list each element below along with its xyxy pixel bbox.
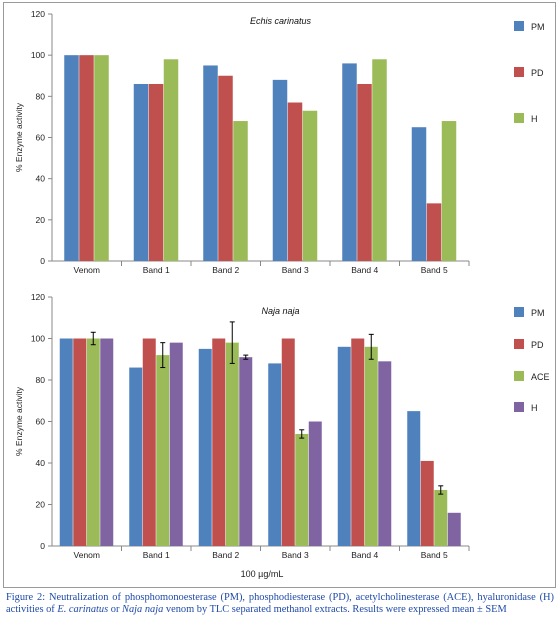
bar-h (239, 357, 253, 546)
y-tick-label: 80 (36, 375, 46, 385)
x-category-label: Band 1 (143, 550, 170, 560)
caption-prefix: Figure 2: Neutralization of phosphomonoe… (6, 592, 554, 616)
bar-pd (212, 338, 226, 546)
bar-pm (203, 65, 218, 261)
bar-pm (407, 411, 421, 546)
legend-swatch-pd (514, 67, 524, 77)
bar-pd (351, 338, 365, 546)
bar-ace (225, 342, 239, 546)
bar-pd (218, 75, 233, 261)
x-category-label: Band 4 (351, 550, 378, 560)
x-category-label: Band 2 (212, 550, 239, 560)
x-category-label: Band 1 (143, 265, 170, 275)
x-category-label: Band 5 (421, 265, 448, 275)
bar-pd (287, 102, 303, 261)
bar-pd (357, 83, 372, 261)
bar-h (378, 361, 392, 546)
figure-caption: Figure 2: Neutralization of phosphomonoe… (6, 592, 554, 617)
bar-ace (156, 355, 170, 546)
bar-h (308, 421, 322, 546)
legend-swatch-ace (514, 371, 524, 381)
bar-pd (73, 338, 87, 546)
bar-h (163, 59, 179, 262)
x-category-label: Venom (74, 265, 100, 275)
bar-h (302, 110, 318, 261)
legend-label-pm: PM (531, 22, 545, 32)
y-axis-label: % Enzyme activity (14, 386, 24, 456)
bar-pm (133, 83, 149, 261)
bar-pm (198, 348, 212, 546)
bar-pd (148, 83, 164, 261)
legend-swatch-pm (514, 21, 524, 31)
y-tick-label: 0 (40, 541, 45, 551)
legend-swatch-h (514, 402, 524, 412)
bar-ace (364, 346, 378, 546)
y-tick-label: 0 (40, 256, 45, 266)
bar-pd (79, 55, 94, 261)
legend-label-h: H (531, 403, 538, 413)
y-tick-label: 80 (36, 91, 46, 101)
x-category-label: Band 4 (351, 265, 378, 275)
bar-pd (142, 338, 156, 546)
chart-panel-1: 0 20 40 60 80 100 120 % Enzyme activity Echis ca… (14, 9, 545, 275)
chart-title: Naja naja (261, 306, 299, 316)
bar-pd (281, 338, 295, 546)
caption-species-2: Naja naja (122, 604, 164, 616)
chart-title: Echis carinatus (250, 16, 312, 26)
x-axis-label: 100 µg/mL (241, 569, 284, 579)
chart-panel-2: 0 20 40 60 80 100 120 % Enzyme activity Naja naj… (14, 292, 550, 579)
bar-pm (272, 79, 288, 261)
bar-h (94, 55, 109, 261)
y-tick-label: 120 (31, 9, 45, 19)
bar-h (233, 121, 248, 262)
x-category-label: Band 3 (282, 265, 309, 275)
legend-swatch-pm (514, 307, 524, 317)
bar-pm (268, 363, 282, 546)
bar-pm (64, 55, 79, 261)
bar-pm (337, 346, 351, 546)
y-axis-label: % Enzyme activity (14, 102, 24, 172)
caption-middle: or (108, 604, 123, 616)
y-tick-label: 20 (36, 500, 46, 510)
legend-label-ace: ACE (531, 372, 550, 382)
bar-pd (420, 460, 434, 546)
figure-charts: 0 20 40 60 80 100 120 % Enzyme activity Echis ca… (14, 9, 550, 579)
legend-label-pd: PD (531, 68, 544, 78)
legend-label-pd: PD (531, 340, 544, 350)
x-category-label: Band 3 (282, 550, 309, 560)
bar-ace (86, 338, 100, 546)
bar-pm (59, 338, 73, 546)
bar-ace (295, 433, 309, 546)
y-tick-label: 40 (36, 174, 46, 184)
caption-suffix: venom by TLC separated methanol extracts… (163, 604, 507, 616)
legend-swatch-pd (514, 339, 524, 349)
bar-pm (342, 63, 357, 262)
y-tick-label: 60 (36, 417, 46, 427)
bar-h (100, 338, 114, 546)
y-tick-label: 40 (36, 458, 46, 468)
bar-h (447, 512, 461, 546)
figure-frame: 0 20 40 60 80 100 120 % Enzyme activity Echis ca… (3, 2, 556, 588)
bar-pm (411, 127, 427, 261)
legend-label-pm: PM (531, 308, 545, 318)
bar-h (169, 342, 183, 546)
y-tick-label: 60 (36, 133, 46, 143)
legend-swatch-h (514, 113, 524, 123)
y-tick-label: 100 (31, 50, 45, 60)
x-category-label: Band 2 (212, 265, 239, 275)
x-category-label: Band 5 (421, 550, 448, 560)
y-tick-label: 100 (31, 334, 45, 344)
bar-pm (129, 367, 143, 546)
bar-pd (426, 203, 442, 261)
x-category-label: Venom (74, 550, 100, 560)
bar-ace (434, 489, 448, 546)
bar-h (441, 121, 457, 262)
legend-label-h: H (531, 114, 538, 124)
caption-species-1: E. carinatus (57, 604, 109, 616)
y-tick-label: 20 (36, 215, 46, 225)
bar-h (372, 59, 387, 262)
y-tick-label: 120 (31, 292, 45, 302)
